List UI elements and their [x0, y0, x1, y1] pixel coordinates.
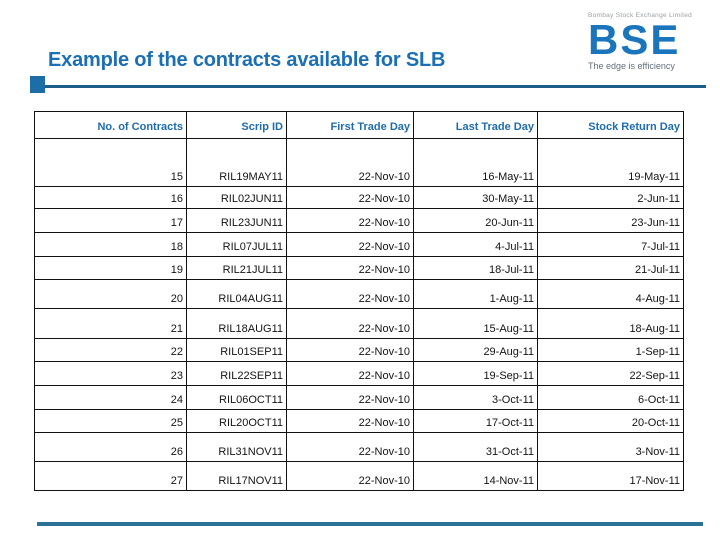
first-trade-day-cell: 22-Nov-10: [286, 361, 414, 386]
contracts-count-cell: 16: [34, 186, 187, 209]
stock-return-day-cell: 3-Nov-11: [537, 432, 684, 462]
header-scrip-id: Scrip ID: [186, 111, 287, 139]
first-trade-day-cell: 22-Nov-10: [286, 432, 414, 462]
last-trade-day-cell: 30-May-11: [413, 186, 538, 209]
stock-return-day-cell: 23-Jun-11: [537, 208, 684, 233]
stock-return-day-cell: 4-Aug-11: [537, 279, 684, 309]
table-header-row: No. of Contracts Scrip ID First Trade Da…: [34, 111, 684, 139]
table-row: 21 RIL18AUG11 22-Nov-10 15-Aug-11 18-Aug…: [34, 308, 684, 339]
scrip-id-cell: RIL31NOV11: [186, 432, 287, 462]
header-last-trade-day: Last Trade Day: [413, 111, 538, 139]
scrip-id-cell: RIL22SEP11: [186, 361, 287, 386]
last-trade-day-cell: 20-Jun-11: [413, 208, 538, 233]
contracts-count-cell: 23: [34, 361, 187, 386]
contracts-table: No. of Contracts Scrip ID First Trade Da…: [34, 111, 684, 491]
last-trade-day-cell: 19-Sep-11: [413, 361, 538, 386]
footer-rule: [37, 522, 703, 526]
logo-company-name: Bombay Stock Exchange Limited: [588, 12, 693, 19]
table-row: 27 RIL17NOV11 22-Nov-10 14-Nov-11 17-Nov…: [34, 461, 684, 491]
last-trade-day-cell: 15-Aug-11: [413, 308, 538, 339]
table-row: 25 RIL20OCT11 22-Nov-10 17-Oct-11 20-Oct…: [34, 409, 684, 433]
stock-return-day-cell: 1-Sep-11: [537, 338, 684, 362]
title-underline: [30, 85, 706, 88]
scrip-id-cell: RIL19MAY11: [186, 138, 287, 187]
contracts-count-cell: 25: [34, 409, 187, 433]
table-row: 22 RIL01SEP11 22-Nov-10 29-Aug-11 1-Sep-…: [34, 338, 684, 362]
contracts-count-cell: 26: [34, 432, 187, 462]
page-title: Example of the contracts available for S…: [48, 49, 446, 71]
stock-return-day-cell: 18-Aug-11: [537, 308, 684, 339]
stock-return-day-cell: 19-May-11: [537, 138, 684, 187]
scrip-id-cell: RIL01SEP11: [186, 338, 287, 362]
last-trade-day-cell: 1-Aug-11: [413, 279, 538, 309]
scrip-id-cell: RIL20OCT11: [186, 409, 287, 433]
scrip-id-cell: RIL18AUG11: [186, 308, 287, 339]
last-trade-day-cell: 29-Aug-11: [413, 338, 538, 362]
contracts-count-cell: 27: [34, 461, 187, 491]
stock-return-day-cell: 20-Oct-11: [537, 409, 684, 433]
first-trade-day-cell: 22-Nov-10: [286, 256, 414, 280]
stock-return-day-cell: 17-Nov-11: [537, 461, 684, 491]
first-trade-day-cell: 22-Nov-10: [286, 409, 414, 433]
contracts-count-cell: 19: [34, 256, 187, 280]
contracts-count-cell: 18: [34, 232, 187, 257]
last-trade-day-cell: 3-Oct-11: [413, 385, 538, 410]
table-row: 19 RIL21JUL11 22-Nov-10 18-Jul-11 21-Jul…: [34, 256, 684, 280]
first-trade-day-cell: 22-Nov-10: [286, 461, 414, 491]
first-trade-day-cell: 22-Nov-10: [286, 186, 414, 209]
last-trade-day-cell: 14-Nov-11: [413, 461, 538, 491]
table-row: 16 RIL02JUN11 22-Nov-10 30-May-11 2-Jun-…: [34, 186, 684, 209]
table-row: 18 RIL07JUL11 22-Nov-10 4-Jul-11 7-Jul-1…: [34, 232, 684, 257]
scrip-id-cell: RIL07JUL11: [186, 232, 287, 257]
scrip-id-cell: RIL23JUN11: [186, 208, 287, 233]
bse-logo-mark: BSE: [588, 16, 681, 63]
last-trade-day-cell: 31-Oct-11: [413, 432, 538, 462]
first-trade-day-cell: 22-Nov-10: [286, 208, 414, 233]
logo-tagline: The edge is efficiency: [588, 61, 675, 71]
stock-return-day-cell: 2-Jun-11: [537, 186, 684, 209]
first-trade-day-cell: 22-Nov-10: [286, 138, 414, 187]
scrip-id-cell: RIL21JUL11: [186, 256, 287, 280]
scrip-id-cell: RIL17NOV11: [186, 461, 287, 491]
last-trade-day-cell: 17-Oct-11: [413, 409, 538, 433]
stock-return-day-cell: 22-Sep-11: [537, 361, 684, 386]
first-trade-day-cell: 22-Nov-10: [286, 232, 414, 257]
contracts-count-cell: 20: [34, 279, 187, 309]
table-row: 26 RIL31NOV11 22-Nov-10 31-Oct-11 3-Nov-…: [34, 432, 684, 462]
first-trade-day-cell: 22-Nov-10: [286, 338, 414, 362]
first-trade-day-cell: 22-Nov-10: [286, 279, 414, 309]
bse-logo: Bombay Stock Exchange Limited BSE The ed…: [588, 12, 710, 71]
last-trade-day-cell: 16-May-11: [413, 138, 538, 187]
table-row: 17 RIL23JUN11 22-Nov-10 20-Jun-11 23-Jun…: [34, 208, 684, 233]
last-trade-day-cell: 4-Jul-11: [413, 232, 538, 257]
header-first-trade-day: First Trade Day: [286, 111, 414, 139]
title-accent-square: [30, 76, 45, 93]
scrip-id-cell: RIL04AUG11: [186, 279, 287, 309]
first-trade-day-cell: 22-Nov-10: [286, 308, 414, 339]
first-trade-day-cell: 22-Nov-10: [286, 385, 414, 410]
contracts-count-cell: 22: [34, 338, 187, 362]
table-row: 15 RIL19MAY11 22-Nov-10 16-May-11 19-May…: [34, 138, 684, 187]
contracts-count-cell: 21: [34, 308, 187, 339]
contracts-count-cell: 24: [34, 385, 187, 410]
table-row: 24 RIL06OCT11 22-Nov-10 3-Oct-11 6-Oct-1…: [34, 385, 684, 410]
scrip-id-cell: RIL06OCT11: [186, 385, 287, 410]
scrip-id-cell: RIL02JUN11: [186, 186, 287, 209]
last-trade-day-cell: 18-Jul-11: [413, 256, 538, 280]
stock-return-day-cell: 7-Jul-11: [537, 232, 684, 257]
stock-return-day-cell: 6-Oct-11: [537, 385, 684, 410]
contracts-count-cell: 17: [34, 208, 187, 233]
header-stock-return-day: Stock Return Day: [537, 111, 684, 139]
table-row: 20 RIL04AUG11 22-Nov-10 1-Aug-11 4-Aug-1…: [34, 279, 684, 309]
header-no-of-contracts: No. of Contracts: [34, 111, 187, 139]
table-row: 23 RIL22SEP11 22-Nov-10 19-Sep-11 22-Sep…: [34, 361, 684, 386]
stock-return-day-cell: 21-Jul-11: [537, 256, 684, 280]
contracts-count-cell: 15: [34, 138, 187, 187]
